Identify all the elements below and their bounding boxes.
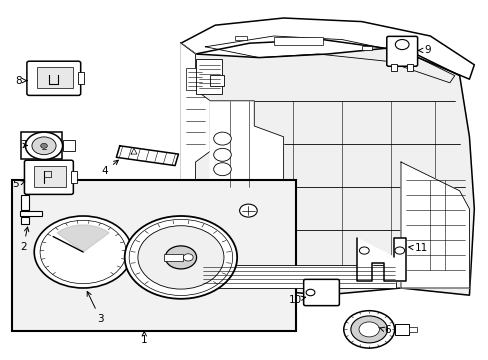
Text: 10: 10 — [289, 294, 305, 305]
Circle shape — [40, 220, 126, 284]
Bar — [273, 37, 322, 45]
Bar — [163, 254, 183, 261]
Polygon shape — [116, 146, 178, 166]
Bar — [210, 75, 224, 86]
Circle shape — [34, 216, 132, 288]
Circle shape — [213, 132, 231, 145]
Bar — [34, 166, 66, 187]
Text: 3: 3 — [87, 292, 103, 324]
Bar — [200, 265, 395, 288]
Polygon shape — [57, 225, 109, 252]
Circle shape — [138, 226, 224, 289]
Bar — [394, 324, 408, 335]
Polygon shape — [400, 162, 468, 288]
Circle shape — [343, 311, 394, 348]
Circle shape — [129, 219, 232, 296]
Circle shape — [124, 216, 237, 299]
Text: 6: 6 — [378, 325, 390, 336]
Bar — [195, 59, 222, 94]
Circle shape — [213, 163, 231, 176]
Polygon shape — [181, 18, 473, 79]
Text: 7: 7 — [20, 140, 27, 150]
FancyBboxPatch shape — [27, 61, 81, 95]
Circle shape — [32, 137, 56, 155]
Bar — [62, 140, 75, 151]
Circle shape — [394, 247, 404, 254]
FancyBboxPatch shape — [386, 36, 417, 66]
Bar — [20, 211, 42, 216]
FancyBboxPatch shape — [24, 160, 73, 194]
Polygon shape — [210, 101, 283, 187]
Polygon shape — [356, 238, 405, 281]
Circle shape — [165, 246, 196, 269]
Bar — [20, 195, 29, 210]
Circle shape — [394, 40, 408, 50]
Polygon shape — [181, 43, 473, 295]
Bar — [361, 46, 371, 50]
Bar — [20, 217, 29, 224]
Bar — [406, 64, 412, 71]
Text: 1: 1 — [141, 332, 147, 345]
Circle shape — [213, 148, 231, 161]
Bar — [71, 171, 77, 183]
Circle shape — [239, 204, 257, 217]
Text: 11: 11 — [408, 243, 427, 253]
Bar — [20, 132, 62, 159]
Circle shape — [25, 132, 62, 159]
Circle shape — [41, 143, 47, 148]
Text: 9: 9 — [418, 45, 430, 55]
Circle shape — [305, 289, 314, 296]
Text: 4: 4 — [102, 160, 118, 176]
Text: 2: 2 — [20, 227, 29, 252]
FancyBboxPatch shape — [303, 279, 339, 306]
Circle shape — [358, 322, 379, 337]
Bar — [78, 72, 84, 85]
Circle shape — [183, 254, 193, 261]
Bar — [37, 67, 73, 88]
Bar — [408, 327, 416, 332]
Circle shape — [350, 316, 386, 343]
Polygon shape — [181, 43, 210, 223]
Bar — [390, 64, 396, 71]
Text: 5: 5 — [12, 179, 25, 189]
Bar — [185, 68, 203, 90]
Bar — [12, 180, 295, 331]
Text: 8: 8 — [15, 76, 27, 86]
Circle shape — [359, 247, 368, 254]
Bar — [234, 36, 246, 40]
